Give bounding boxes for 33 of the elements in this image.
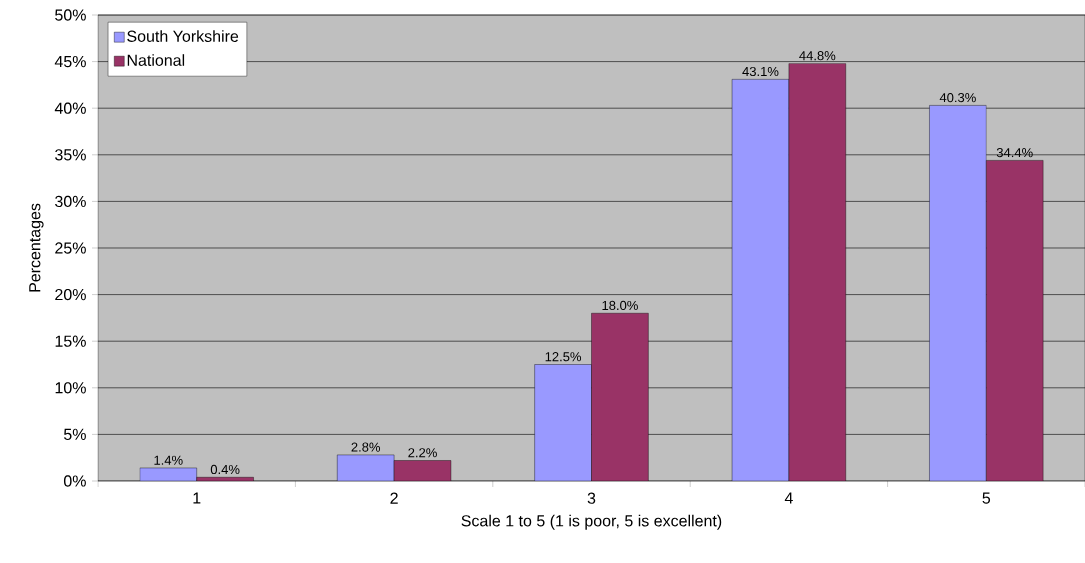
x-axis-title: Scale 1 to 5 (1 is poor, 5 is excellent) [461,514,722,530]
y-tick-label: 50% [55,9,86,21]
bar [929,105,987,481]
bar [731,79,790,481]
data-label: 44.8% [799,51,836,61]
data-label: 0.4% [210,464,240,475]
data-label: 40.3% [939,93,976,103]
legend-label: National [127,54,185,66]
legend-label: South Yorkshire [127,30,239,42]
data-label: 43.1% [742,66,779,77]
data-label: 1.4% [154,455,183,465]
y-axis-title: Percentages [29,203,44,292]
y-tick-label: 30% [55,195,86,208]
data-label: 18.0% [602,300,638,311]
x-tick-label: 4 [784,492,793,504]
y-tick-label: 0% [63,475,86,487]
bar [534,364,592,481]
data-label: 2.8% [351,442,381,452]
y-tick-label: 5% [63,428,86,441]
y-tick-label: 40% [54,102,86,114]
data-label: 34.4% [996,147,1033,158]
x-tick-label: 5 [982,492,991,504]
y-tick-label: 35% [55,149,86,161]
y-tick-label: 20% [55,288,86,301]
data-label: 2.2% [408,448,437,458]
data-label: 12.5% [545,352,582,362]
x-tick-label: 1 [193,492,201,504]
y-tick-label: 45% [54,55,86,68]
y-tick-label: 25% [55,242,86,254]
y-tick-label: 10% [55,382,86,394]
y-tick-label: 15% [55,335,86,347]
x-tick-label: 3 [587,492,596,504]
x-tick-label: 2 [390,492,398,504]
